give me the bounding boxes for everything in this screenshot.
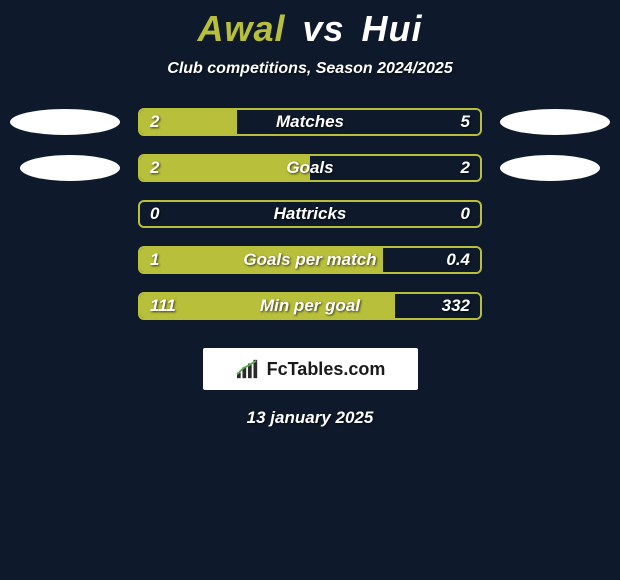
footer-badge: FcTables.com bbox=[203, 348, 418, 390]
bar-right-value: 2 bbox=[461, 158, 470, 178]
stat-row: 2 5 Matches bbox=[0, 108, 620, 136]
left-spacer bbox=[10, 293, 120, 319]
bar-right-value: 332 bbox=[442, 296, 470, 316]
stat-row: 111 332 Min per goal bbox=[0, 292, 620, 320]
right-indicator-ellipse bbox=[500, 155, 600, 181]
bar-label: Goals bbox=[286, 158, 333, 178]
stat-rows: 2 5 Matches 2 2 Goals 0 0 Hattricks 1 0.4 Goals per… bbox=[0, 108, 620, 320]
stat-row: 2 2 Goals bbox=[0, 154, 620, 182]
bar-left-value: 1 bbox=[150, 250, 159, 270]
title-left-player: Awal bbox=[197, 8, 285, 49]
footer-date: 13 january 2025 bbox=[0, 408, 620, 428]
bar-label: Goals per match bbox=[243, 250, 376, 270]
bar-right-fill bbox=[237, 110, 480, 134]
bar-right-value: 0 bbox=[461, 204, 470, 224]
bar-right-fill bbox=[310, 156, 480, 180]
left-spacer bbox=[10, 247, 120, 273]
page-title: Awal vs Hui bbox=[0, 0, 620, 50]
bar-left-value: 0 bbox=[150, 204, 159, 224]
left-spacer bbox=[10, 201, 120, 227]
bar-left-value: 111 bbox=[150, 296, 176, 316]
bar-label: Min per goal bbox=[260, 296, 360, 316]
right-spacer bbox=[500, 293, 610, 319]
title-right-player: Hui bbox=[362, 8, 423, 49]
footer-badge-text: FcTables.com bbox=[267, 359, 386, 380]
right-spacer bbox=[500, 201, 610, 227]
bar-left-value: 2 bbox=[150, 112, 159, 132]
title-vs: vs bbox=[302, 8, 344, 49]
bar-right-value: 0.4 bbox=[446, 250, 470, 270]
bar-left-value: 2 bbox=[150, 158, 159, 178]
stat-row: 0 0 Hattricks bbox=[0, 200, 620, 228]
left-indicator-ellipse bbox=[20, 155, 120, 181]
bar-left-fill bbox=[140, 156, 310, 180]
stat-bar: 111 332 Min per goal bbox=[138, 292, 482, 320]
bar-label: Matches bbox=[276, 112, 344, 132]
bar-label: Hattricks bbox=[274, 204, 347, 224]
left-indicator-ellipse bbox=[10, 109, 120, 135]
stat-bar: 0 0 Hattricks bbox=[138, 200, 482, 228]
right-indicator-ellipse bbox=[500, 109, 610, 135]
stat-bar: 2 5 Matches bbox=[138, 108, 482, 136]
right-spacer bbox=[500, 247, 610, 273]
chart-bars-icon bbox=[235, 358, 261, 380]
stat-bar: 2 2 Goals bbox=[138, 154, 482, 182]
stat-bar: 1 0.4 Goals per match bbox=[138, 246, 482, 274]
stat-row: 1 0.4 Goals per match bbox=[0, 246, 620, 274]
subtitle: Club competitions, Season 2024/2025 bbox=[0, 60, 620, 78]
bar-right-value: 5 bbox=[461, 112, 470, 132]
